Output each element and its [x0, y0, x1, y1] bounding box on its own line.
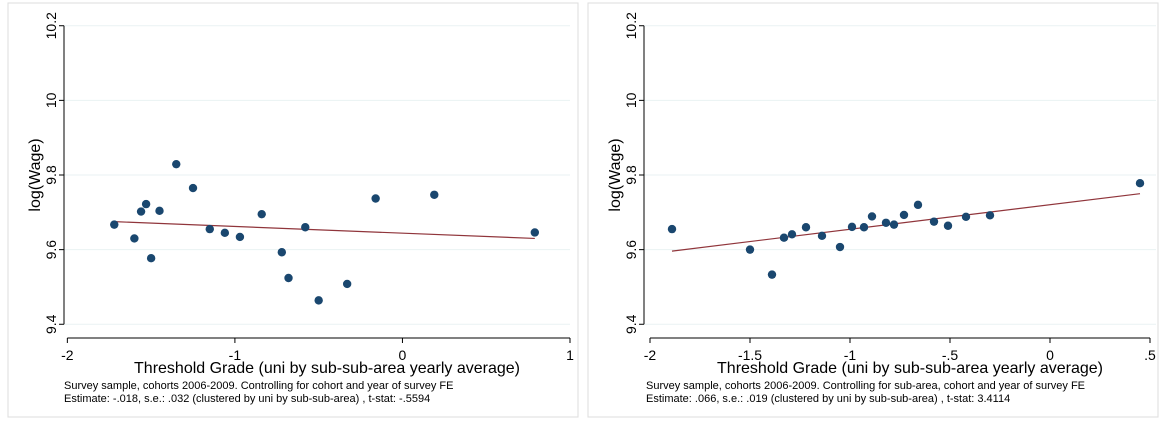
- scatter-point: [961, 212, 971, 221]
- x-tick-label: -2: [61, 347, 74, 363]
- scatter-point: [188, 183, 198, 193]
- scatter-point: [779, 233, 789, 242]
- x-tick-label: 0: [399, 347, 407, 363]
- scatter-point: [881, 218, 891, 227]
- x-tick-label: -1: [844, 347, 857, 363]
- scatter-point: [110, 220, 119, 229]
- scatter-point: [146, 254, 156, 263]
- scatter-point: [141, 199, 151, 209]
- scatter-point: [767, 270, 777, 279]
- scatter-point: [787, 230, 797, 239]
- y-axis-title: log(Wage): [607, 138, 624, 211]
- scatter-point: [817, 231, 827, 241]
- scatter-point: [301, 223, 310, 232]
- scatter-point: [371, 194, 380, 203]
- scatter-point: [913, 200, 923, 210]
- x-tick-label: -2: [644, 347, 657, 363]
- scatter-point: [667, 224, 677, 234]
- x-tick-label: .5: [1144, 347, 1156, 363]
- scatter-point: [847, 222, 857, 232]
- y-tick-label: 9.4: [623, 314, 639, 334]
- x-tick-label: -.5: [942, 347, 959, 363]
- x-tick-label: 0: [1046, 347, 1054, 363]
- scatter-point: [889, 220, 899, 229]
- scatter-point: [130, 234, 139, 243]
- fitted-line: [671, 193, 1141, 252]
- sample-note: Survey sample, cohorts 2006-2009. Contro…: [64, 380, 453, 392]
- scatter-point: [136, 207, 146, 216]
- y-tick-label: 10.2: [43, 12, 59, 39]
- scatter-point: [1135, 179, 1145, 188]
- y-tick-label: 9.8: [43, 165, 59, 185]
- scatter-point: [745, 245, 755, 254]
- y-tick-label: 9.8: [623, 165, 639, 185]
- scatter-point: [277, 248, 287, 257]
- scatter-point: [899, 210, 909, 220]
- scatter-point: [801, 223, 811, 232]
- x-tick-label: 1: [566, 347, 574, 363]
- scatter-point: [867, 212, 877, 221]
- sample-note: Survey sample, cohorts 2006-2009. Contro…: [646, 380, 1085, 392]
- y-tick-label: 10: [623, 92, 639, 108]
- scatter-point: [220, 228, 230, 238]
- right-scatter-panel: 9.4 9.6 9.8 10 10.2 -2 -1.5 -1 -.5 0 .5 Threshold G…: [587, 2, 1159, 418]
- fitted-line: [114, 221, 535, 240]
- y-axis-title: log(Wage): [27, 138, 44, 211]
- scatter-point: [205, 224, 214, 234]
- left-scatter-panel: 9.4 9.6 9.8 10 10.2 -2 -1 0 1 Threshold Grade (un…: [7, 2, 579, 418]
- scatter-point: [172, 159, 181, 169]
- x-axis-title: Threshold Grade (uni by sub-sub-area yea…: [134, 360, 520, 377]
- x-axis-title: Threshold Grade (uni by sub-sub-area yea…: [717, 360, 1103, 377]
- scatter-point: [943, 221, 953, 230]
- panel-frame: [587, 2, 1159, 418]
- estimate-note: Estimate: .066, s.e.: .019 (clustered by…: [646, 393, 1010, 405]
- scatter-point: [929, 217, 939, 226]
- y-tick-label: 10.2: [623, 12, 639, 39]
- scatter-point: [859, 223, 869, 232]
- scatter-point: [835, 242, 845, 252]
- scatter-point: [342, 279, 352, 289]
- y-tick-label: 9.4: [43, 314, 59, 334]
- scatter-point: [314, 296, 323, 305]
- scatter-point: [235, 232, 245, 242]
- scatter-point: [155, 206, 164, 216]
- x-tick-label: -1: [229, 347, 242, 363]
- y-tick-label: 9.6: [623, 240, 639, 260]
- x-tick-label: -1.5: [738, 347, 762, 363]
- y-tick-label: 10: [43, 92, 59, 108]
- scatter-point: [985, 211, 995, 220]
- scatter-point: [530, 228, 540, 237]
- scatter-point: [257, 209, 266, 219]
- scatter-point: [430, 190, 439, 199]
- scatter-point: [284, 273, 293, 283]
- estimate-note: Estimate: -.018, s.e.: .032 (clustered b…: [64, 393, 430, 405]
- panel-frame: [7, 2, 579, 418]
- y-tick-label: 9.6: [43, 240, 59, 260]
